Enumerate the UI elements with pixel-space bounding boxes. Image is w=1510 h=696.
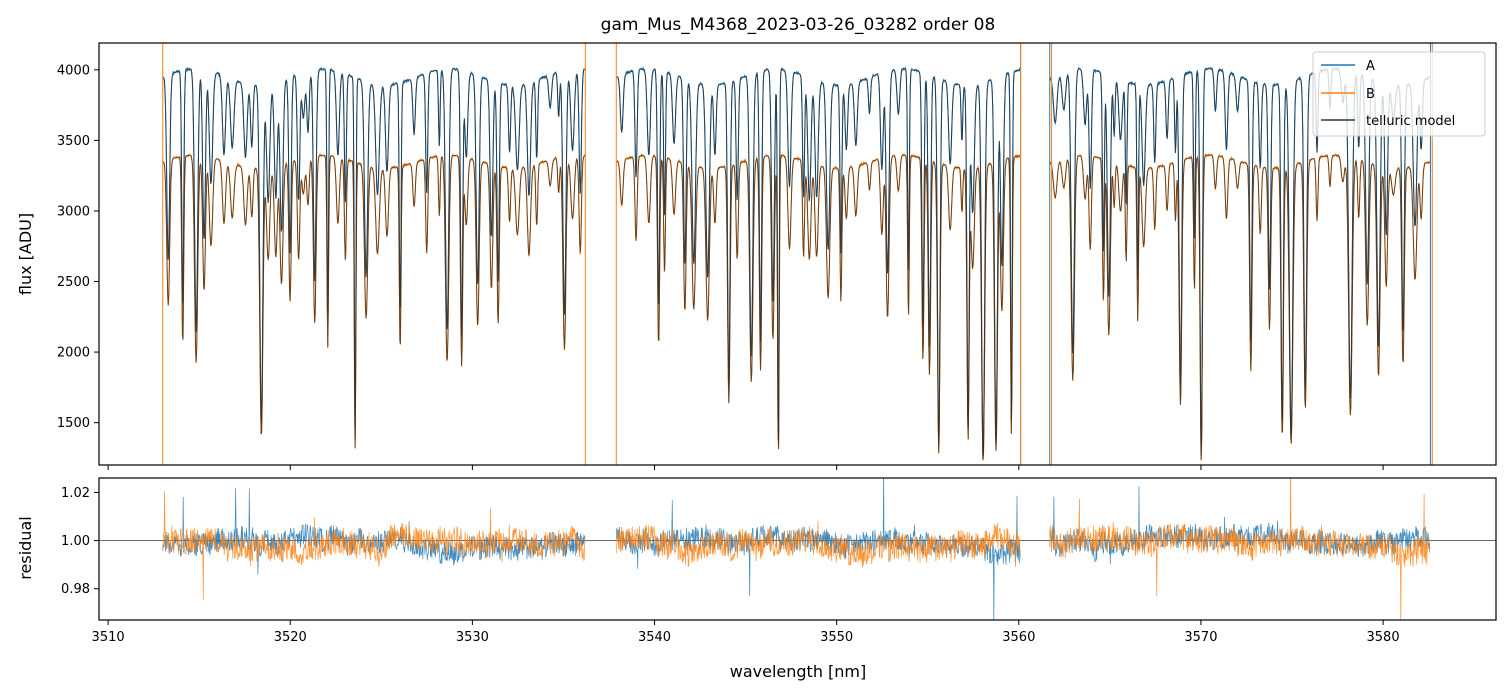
flux-frame (98, 42, 1497, 466)
telluric-model-line-b-segment-3 (1049, 154, 1431, 461)
flux-ytick-label-4: 3000 (57, 204, 90, 219)
flux-ytick-label-1: 1500 (57, 416, 90, 431)
residual-xtick-label-2: 3520 (274, 630, 307, 645)
residual-xtick-label-7: 3570 (1184, 630, 1217, 645)
residual-panel: 0.98 1.00 1.02 3510 3520 3530 3540 3550 3560 3570… (16, 477, 1497, 645)
residual-series-a-segment-3 (1049, 486, 1431, 565)
legend-label-telluric: telluric model (1366, 114, 1455, 129)
legend-box (1312, 51, 1486, 137)
telluric-model-line-b-segment-2 (616, 154, 1021, 461)
residual-xtick-label-1: 3510 (92, 630, 125, 645)
telluric-model-line-a-segment-1 (162, 68, 586, 440)
legend-label-b: B (1366, 87, 1375, 102)
residual-series-b-segment-2 (615, 520, 1021, 568)
residual-xtick-label-4: 3540 (638, 630, 671, 645)
telluric-model-line-a-segment-2 (616, 68, 1021, 456)
residual-ytick-label-1: 0.98 (61, 582, 90, 597)
flux-ytick-label-2: 2000 (57, 346, 90, 361)
y-axis-label-residual: residual (16, 516, 35, 579)
telluric-model-line-b-segment-1 (162, 154, 586, 448)
flux-axes: 1500 2000 2500 3000 3500 4000 (57, 42, 1497, 470)
residual-xtick-label-3: 3530 (456, 630, 489, 645)
residual-series-b-segment-3 (1049, 478, 1431, 620)
residual-frame (98, 477, 1497, 621)
x-axis-label: wavelength [nm] (730, 662, 867, 681)
flux-plot-area (162, 43, 1433, 465)
y-axis-label-flux: flux [ADU] (16, 213, 35, 295)
residual-series-b-segment-1 (162, 491, 586, 600)
residual-xtick-label-6: 3560 (1002, 630, 1035, 645)
residual-axes: 0.98 1.00 1.02 3510 3520 3530 3540 3550 3560 3570… (61, 477, 1497, 645)
residual-ytick-label-2: 1.00 (61, 534, 90, 549)
legend-label-a: A (1366, 59, 1375, 74)
flux-ytick-label-6: 4000 (57, 63, 90, 78)
chart-title: gam_Mus_M4368_2023-03-26_03282 order 08 (601, 15, 996, 35)
telluric-model-line-a-segment-3 (1049, 68, 1431, 456)
flux-ytick-label-5: 3500 (57, 134, 90, 149)
flux-panel: A B telluric model 1500 2000 2500 3000 3500 4… (16, 42, 1497, 470)
residual-xtick-label-8: 3580 (1367, 630, 1400, 645)
legend: A B telluric model (1312, 51, 1486, 137)
residual-plot-area (99, 478, 1496, 620)
residual-series-a-segment-1 (162, 487, 586, 575)
residual-xtick-label-5: 3550 (820, 630, 853, 645)
flux-ytick-label-3: 2500 (57, 275, 90, 290)
residual-ytick-label-3: 1.02 (61, 486, 90, 501)
